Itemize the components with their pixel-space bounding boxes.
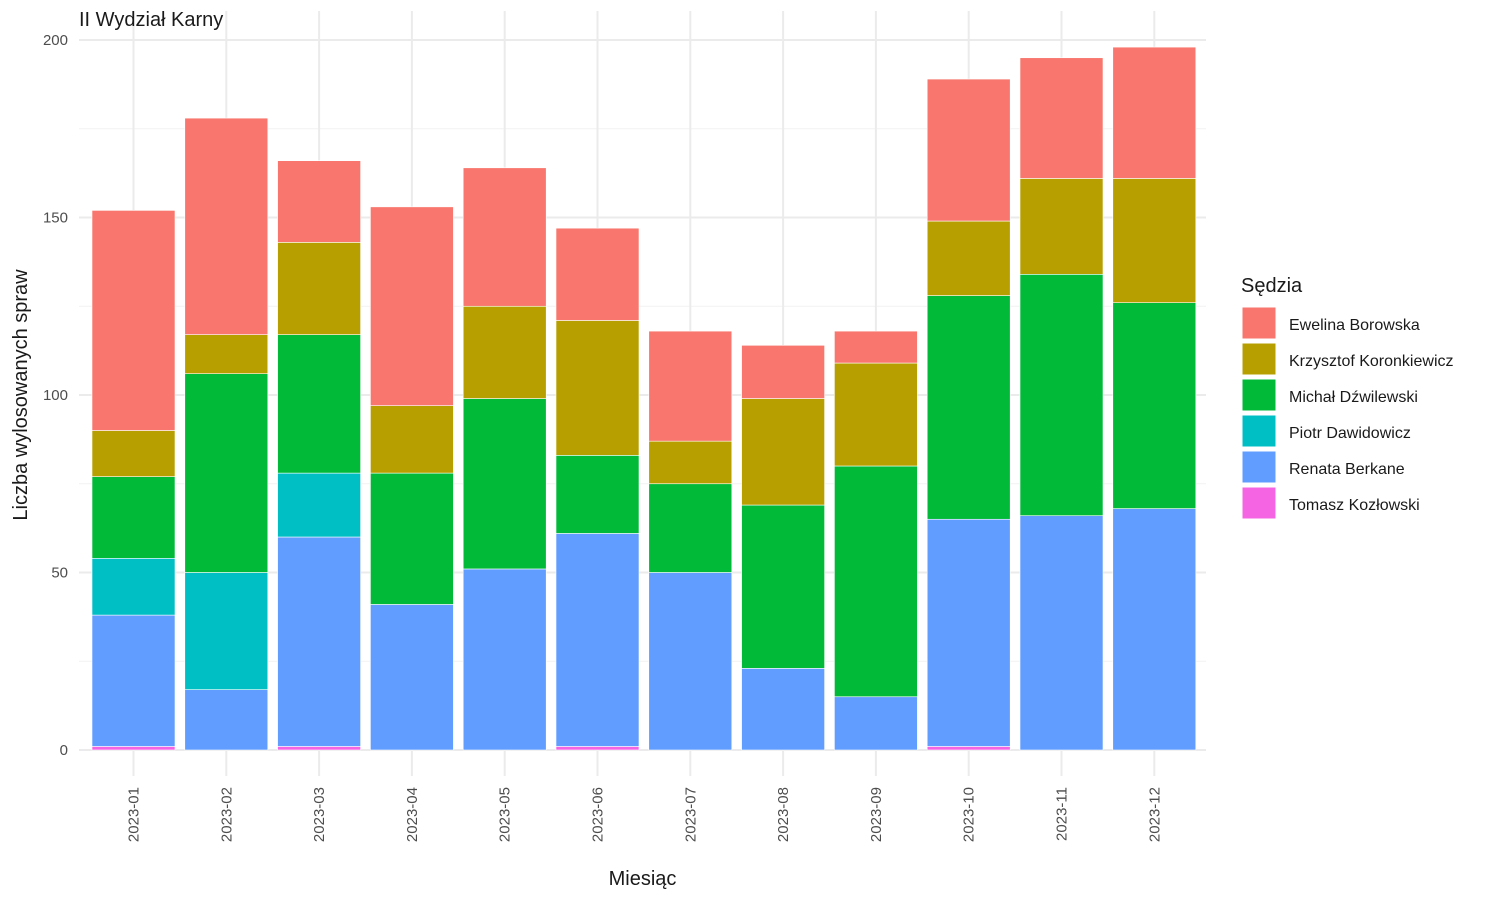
bar-segment: [91, 430, 176, 477]
bar-segment: [184, 373, 269, 573]
bar-segment: [277, 472, 361, 538]
bar-segment: [91, 210, 176, 431]
bar-segment: [834, 696, 918, 751]
bar-segment: [1112, 178, 1197, 303]
bar-segment: [555, 320, 640, 456]
legend-key: [1241, 378, 1277, 412]
bar-segment: [184, 572, 269, 690]
bar-segment: [1112, 46, 1197, 179]
bar-segment: [462, 398, 547, 570]
legend-label: Krzysztof Koronkiewicz: [1289, 353, 1454, 370]
bar-segment: [648, 572, 733, 751]
y-tick-label: 150: [43, 210, 68, 227]
x-tick-label: 2023-02: [218, 787, 235, 842]
x-tick-label: 2023-01: [126, 787, 143, 842]
bar-segment: [834, 362, 918, 467]
bar-segment: [370, 472, 454, 605]
bar-segment: [184, 334, 269, 374]
bar-segment: [926, 746, 1011, 751]
x-tick-label: 2023-03: [311, 787, 328, 842]
bar-segment: [741, 344, 825, 399]
bar-segment: [277, 160, 361, 243]
legend: Sędzia Ewelina Borowska Krzysztof Koronki…: [1241, 275, 1454, 520]
bar-segment: [926, 78, 1011, 222]
bar-segment: [834, 330, 918, 364]
bar-segment: [555, 455, 640, 534]
y-tick-label: 50: [51, 565, 68, 582]
bar-segment: [926, 518, 1011, 747]
bar-segment: [1019, 178, 1104, 275]
bar-segment: [91, 746, 176, 751]
bar-segment: [184, 117, 269, 335]
bar-segment: [926, 295, 1011, 520]
x-axis-title: Miesiąc: [609, 868, 677, 890]
y-tick-label: 0: [60, 742, 68, 759]
x-tick-label: 2023-09: [868, 787, 885, 842]
y-axis-ticks: 0 50 100 150 200: [43, 32, 68, 759]
bar-segment: [1112, 508, 1197, 751]
bar-segment: [277, 334, 361, 474]
legend-key: [1241, 486, 1277, 520]
bar-segment: [1112, 302, 1197, 509]
legend-label: Piotr Dawidowicz: [1289, 425, 1411, 442]
bar-segment: [91, 614, 176, 747]
x-tick-label: 2023-08: [775, 787, 792, 842]
x-tick-label: 2023-04: [404, 787, 421, 842]
x-tick-label: 2023-07: [682, 787, 699, 842]
legend-key: [1241, 414, 1277, 448]
bar-segment: [91, 476, 176, 559]
y-tick-label: 100: [43, 387, 68, 404]
bar-segment: [648, 440, 733, 485]
x-axis-ticks: 2023-01 2023-02 2023-03 2023-04 2023-05 2023-…: [126, 787, 1164, 842]
bar-segment: [834, 465, 918, 698]
bar-segment: [1019, 57, 1104, 179]
y-axis-title: Liczba wylosowanych spraw: [10, 269, 32, 521]
bar-segment: [926, 220, 1011, 296]
bar-segment: [370, 405, 454, 474]
legend-key: [1241, 306, 1277, 340]
bar-segment: [277, 242, 361, 335]
legend-label: Michał Dźwilewski: [1289, 389, 1418, 406]
x-tick-label: 2023-05: [497, 787, 514, 842]
bar-segment: [462, 167, 547, 307]
legend-key: [1241, 342, 1277, 376]
legend-label: Ewelina Borowska: [1289, 317, 1420, 334]
bar-segment: [741, 504, 825, 669]
bar-segment: [462, 305, 547, 399]
bar-segment: [555, 533, 640, 747]
chart-title: II Wydział Karny: [79, 9, 223, 31]
x-tick-label: 2023-10: [961, 787, 978, 842]
legend-label: Tomasz Kozłowski: [1289, 497, 1420, 514]
x-tick-label: 2023-11: [1054, 787, 1071, 841]
bar-segment: [184, 689, 269, 751]
bar-segment: [1019, 515, 1104, 751]
bar-segment: [1019, 273, 1104, 516]
bar-segment: [648, 330, 733, 442]
x-tick-label: 2023-06: [590, 787, 607, 842]
bar-segment: [741, 668, 825, 751]
bar-segment: [648, 483, 733, 573]
bar-segment: [555, 746, 640, 751]
x-tick-label: 2023-12: [1146, 787, 1163, 842]
bar-segment: [277, 746, 361, 751]
bars: [91, 46, 1197, 751]
bar-segment: [370, 206, 454, 406]
legend-title: Sędzia: [1241, 275, 1303, 297]
y-tick-label: 200: [43, 32, 68, 49]
bar-segment: [555, 227, 640, 321]
bar-segment: [91, 557, 176, 616]
bar-segment: [462, 568, 547, 751]
bar-segment: [370, 604, 454, 751]
legend-key: [1241, 450, 1277, 484]
bar-segment: [277, 536, 361, 747]
bar-segment: [741, 398, 825, 506]
legend-label: Renata Berkane: [1289, 461, 1405, 478]
